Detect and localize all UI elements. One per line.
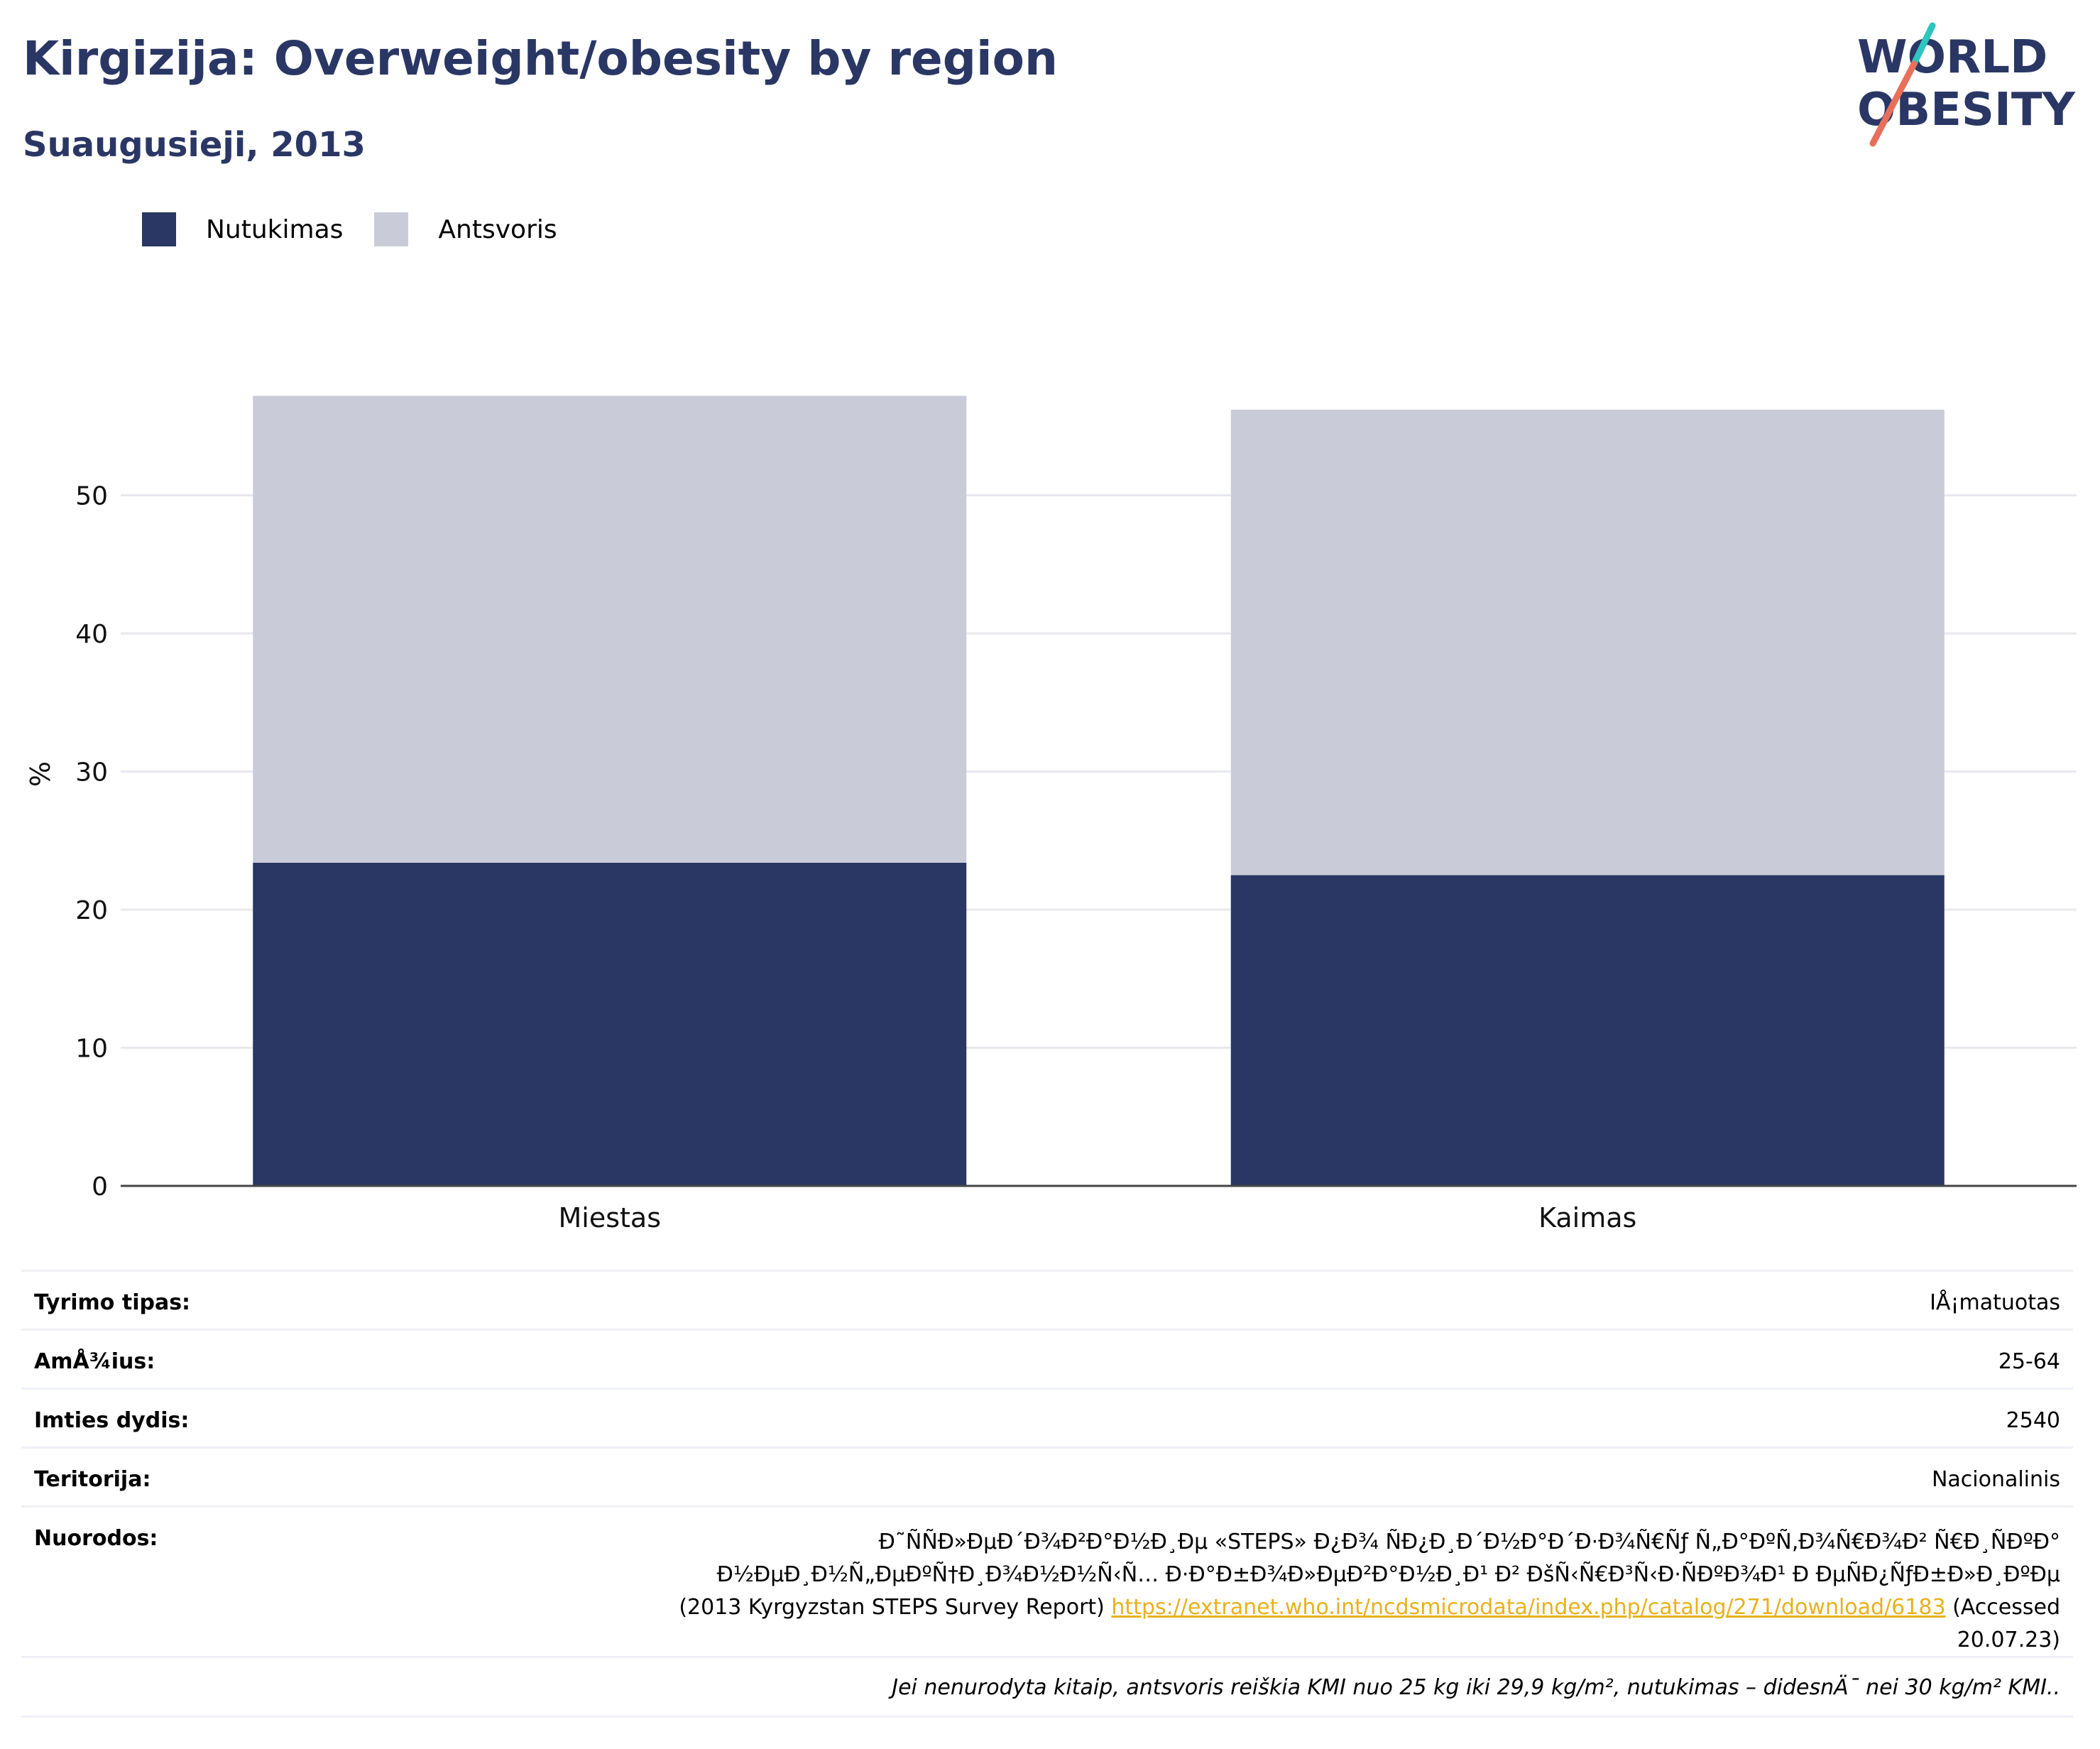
logo-text-world: WORLD [1857,31,2047,84]
bar-overweight [1230,409,1945,876]
bar-chart: 0 10 20 30 40 50% Miestas Kaimas [25,396,2077,1228]
info-row-territory: Teritorija: Nacionalinis [21,1446,2073,1505]
references-report-name: (2013 Kyrgyzstan STEPS Survey Report) [679,1595,1105,1620]
info-value: IÅ¡matuotas [1930,1290,2060,1315]
x-tick-label: Miestas [558,1202,661,1228]
footnote: Jei nenurodyta kitaip, antsvoris reiškia… [21,1656,2073,1718]
bar-overweight [253,396,967,863]
info-row-age: AmÅ¾ius: 25-64 [21,1329,2073,1388]
info-key: Imties dydis: [34,1408,190,1433]
references-line-1: Ð˜ÑÑÐ»ÐµÐ´Ð¾Ð²Ð°Ð½Ð¸Ðµ «STEPS» Ð¿Ð¾ ÑÐ¿Ð… [878,1530,2060,1554]
references-line-2: Ð½ÐµÐ¸Ð½Ñ„ÐµÐºÑ†Ð¸Ð¾Ð½Ð½Ñ‹Ñ… Ð·Ð°Ð±Ð¾Ð»Ð… [716,1562,2060,1587]
references-accessed: (Accessed 20.07.23) [1952,1595,2060,1652]
y-tick-label: 30 [75,758,108,788]
y-tick-label: 50 [75,482,108,511]
x-tick-label: Kaimas [1538,1202,1636,1228]
references-text: Ð˜ÑÑÐ»ÐµÐ´Ð¾Ð²Ð°Ð½Ð¸Ðµ «STEPS» Ð¿Ð¾ ÑÐ¿Ð… [598,1526,2060,1657]
legend-item-obesity[interactable]: Nutukimas [142,212,343,246]
references-link[interactable]: https://extranet.who.int/ncdsmicrodata/i… [1111,1595,1946,1620]
legend-label-overweight: Antsvoris [438,214,557,244]
info-row-references: Nuorodos: Ð˜ÑÑÐ»ÐµÐ´Ð¾Ð²Ð°Ð½Ð¸Ðµ «STEPS»… [21,1505,2073,1656]
y-axis-label: % [25,761,56,787]
references-line-3: (2013 Kyrgyzstan STEPS Survey Report) ht… [598,1591,2060,1657]
legend: Nutukimas Antsvoris [142,210,589,249]
logo-slash-teal-icon [1910,22,1936,67]
bar-obesity [1230,875,1945,1186]
info-value: 25-64 [1998,1349,2060,1374]
y-tick-label: 20 [75,896,108,925]
legend-swatch-overweight [374,212,409,246]
logo-slash-red-icon [1869,60,1918,147]
chart-subtitle: Suaugusieji, 2013 [23,125,366,165]
y-tick-label: 0 [92,1172,108,1202]
info-value: Nacionalinis [1931,1467,2060,1492]
info-table: Tyrimo tipas: IÅ¡matuotas AmÅ¾ius: 25-64… [21,1270,2073,1718]
chart-title: Kirgizija: Overweight/obesity by region [23,31,1058,86]
y-tick-label: 40 [75,620,108,649]
legend-label-obesity: Nutukimas [206,214,344,244]
bar-obesity [253,862,967,1186]
info-key: Teritorija: [34,1467,151,1492]
info-key: AmÅ¾ius: [34,1349,155,1374]
info-row-survey-type: Tyrimo tipas: IÅ¡matuotas [21,1270,2073,1329]
legend-swatch-obesity [142,212,176,246]
legend-item-overweight[interactable]: Antsvoris [374,212,557,246]
info-value: 2540 [2006,1408,2060,1433]
world-obesity-logo: WORLD OBESITY [1857,22,2075,147]
info-key: Tyrimo tipas: [34,1290,191,1315]
info-key: Nuorodos: [34,1526,158,1551]
y-tick-label: 10 [75,1035,108,1064]
info-row-sample-size: Imties dydis: 2540 [21,1388,2073,1446]
